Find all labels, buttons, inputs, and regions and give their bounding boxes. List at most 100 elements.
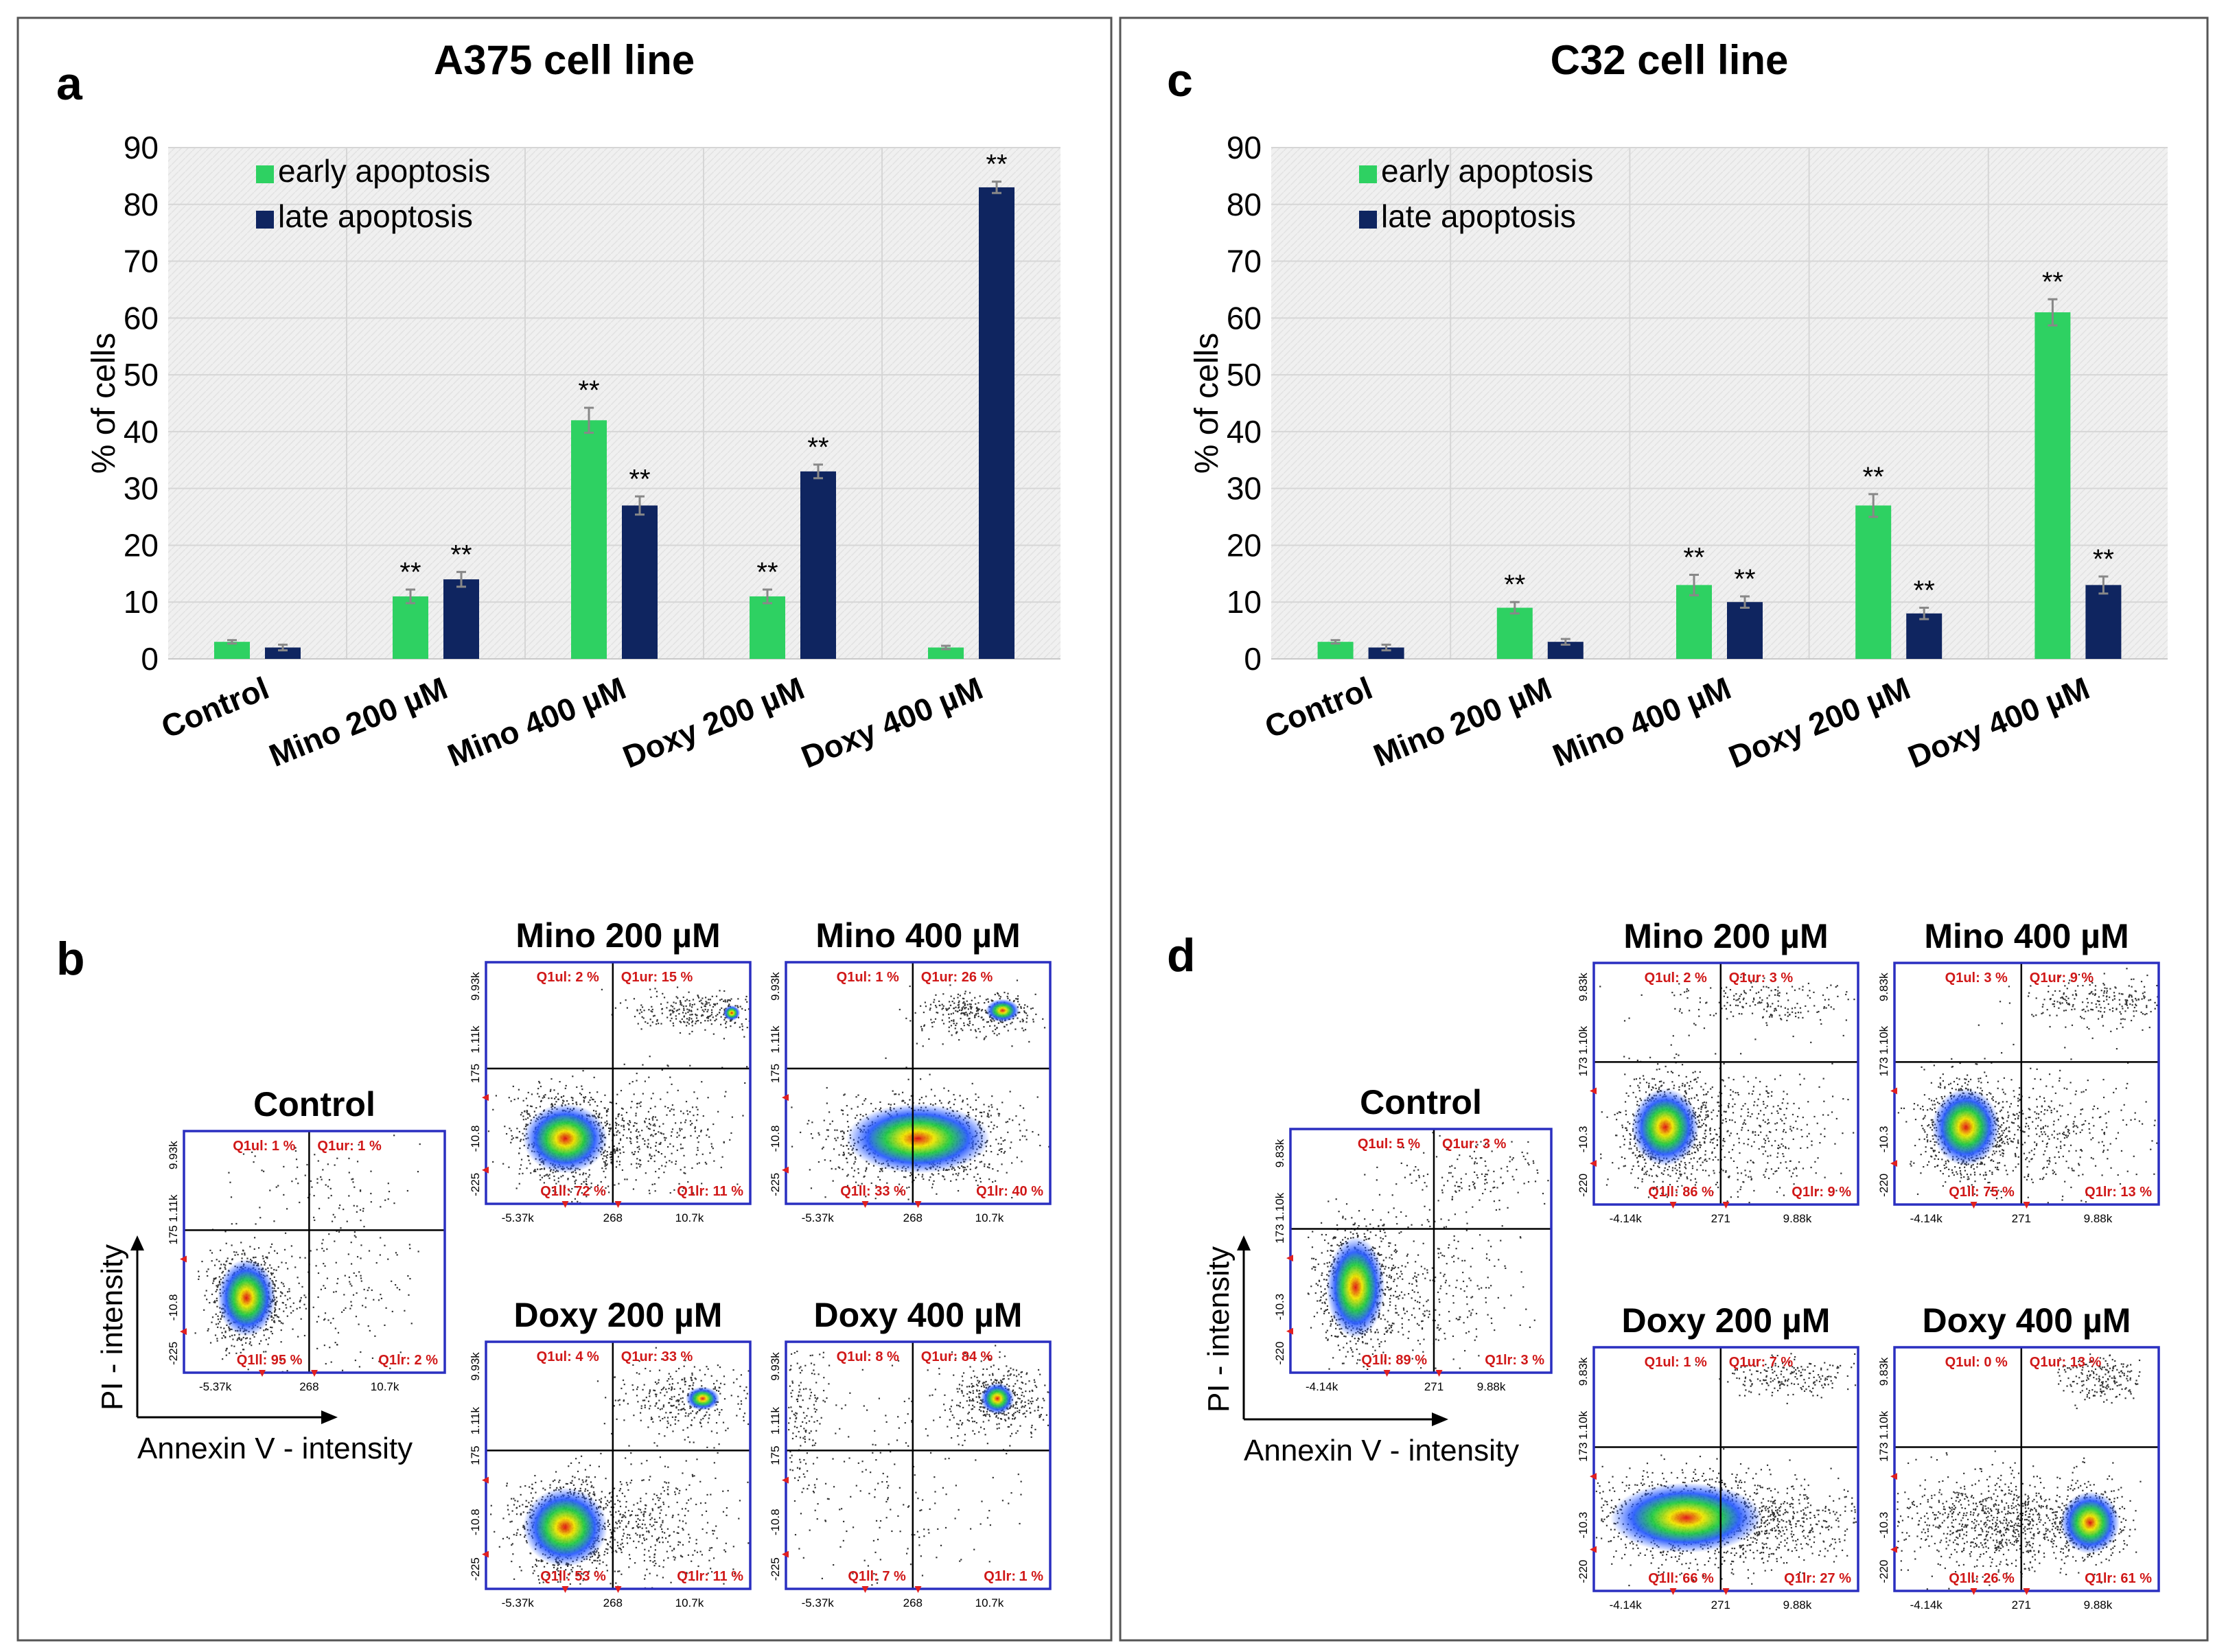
event-dot	[649, 989, 651, 990]
event-dot	[629, 1537, 631, 1539]
event-dot	[962, 1101, 963, 1102]
event-dot	[993, 1128, 994, 1129]
event-dot	[615, 1128, 616, 1129]
event-dot	[692, 1004, 693, 1005]
event-dot	[334, 1164, 336, 1165]
event-dot	[697, 1020, 699, 1021]
event-dot	[638, 1023, 639, 1025]
event-dot	[965, 1169, 966, 1170]
event-dot	[617, 1545, 618, 1546]
event-dot	[948, 1102, 949, 1104]
event-dot	[596, 1560, 598, 1561]
event-dot	[1019, 1130, 1021, 1131]
event-dot	[621, 1108, 623, 1109]
event-dot	[640, 1102, 642, 1103]
event-dot	[242, 1250, 244, 1251]
event-dot	[652, 1009, 653, 1010]
event-dot	[514, 1500, 515, 1501]
event-dot	[645, 1172, 647, 1174]
event-dot	[663, 1133, 664, 1135]
event-dot	[601, 1167, 603, 1169]
event-dot	[616, 1131, 618, 1132]
event-dot	[987, 1166, 988, 1167]
event-dot	[935, 1019, 936, 1020]
event-dot	[745, 999, 746, 1000]
event-dot	[371, 1201, 372, 1202]
event-dot	[268, 1344, 269, 1345]
event-dot	[935, 994, 936, 996]
event-dot	[654, 1106, 656, 1107]
event-dot	[680, 1003, 681, 1005]
event-dot	[848, 1152, 849, 1154]
event-dot	[297, 1308, 298, 1310]
event-dot	[652, 1093, 653, 1094]
event-dot	[419, 1143, 421, 1145]
density-hotspot	[846, 1104, 990, 1173]
event-dot	[627, 1484, 628, 1485]
event-dot	[602, 1561, 603, 1563]
event-dot	[343, 1310, 345, 1311]
event-dot	[607, 1552, 608, 1554]
event-dot	[636, 1129, 638, 1130]
event-dot	[280, 1295, 281, 1296]
flow-y-tick: -10.8	[167, 1294, 180, 1321]
event-dot	[275, 1314, 277, 1316]
event-dot	[943, 1005, 944, 1007]
event-dot	[520, 1164, 522, 1165]
event-dot	[967, 1024, 969, 1025]
significance-label: **	[986, 150, 1007, 180]
event-dot	[983, 1104, 984, 1105]
event-dot	[1004, 1151, 1006, 1152]
event-dot	[677, 986, 678, 988]
event-dot	[549, 1485, 550, 1486]
event-dot	[321, 1248, 323, 1249]
event-dot	[694, 1003, 695, 1005]
event-dot	[281, 1261, 282, 1263]
event-dot	[622, 1146, 623, 1148]
event-dot	[537, 1169, 538, 1170]
flow-y-tick: 1.11k	[167, 1194, 180, 1222]
event-dot	[558, 1178, 559, 1179]
event-dot	[660, 1142, 661, 1143]
event-dot	[699, 1162, 700, 1163]
event-dot	[380, 1206, 381, 1207]
event-dot	[644, 1143, 645, 1145]
quadrant-label-ur: Q1ur: 26 %	[921, 970, 993, 985]
event-dot	[701, 1007, 702, 1008]
y-tick-label: 50	[124, 357, 159, 393]
event-dot	[651, 1010, 652, 1012]
event-dot	[397, 1254, 398, 1255]
flow-y-tick: 1.11k	[769, 1025, 782, 1054]
event-dot	[664, 1165, 666, 1167]
event-dot	[626, 1137, 627, 1139]
event-dot	[629, 1141, 631, 1142]
event-dot	[675, 1161, 677, 1162]
event-dot	[220, 1327, 222, 1328]
event-dot	[253, 1161, 254, 1163]
event-dot	[697, 1114, 698, 1115]
event-dot	[836, 1130, 837, 1131]
event-dot	[723, 1001, 724, 1002]
event-dot	[231, 1196, 232, 1198]
event-dot	[692, 1021, 693, 1022]
event-dot	[233, 1251, 235, 1253]
event-dot	[703, 1011, 704, 1012]
event-dot	[541, 1561, 542, 1562]
event-dot	[956, 1023, 958, 1024]
event-dot	[671, 1108, 672, 1110]
event-dot	[540, 1174, 541, 1176]
panel-letter-b: b	[56, 933, 85, 985]
event-dot	[1000, 1137, 1001, 1139]
event-dot	[605, 1176, 606, 1178]
quadrant-label-ul: Q1ul: 2 %	[537, 970, 599, 985]
event-dot	[525, 1119, 526, 1120]
event-dot	[1001, 1143, 1002, 1145]
quadrant-label-lr: Q1lr: 2 %	[378, 1353, 438, 1368]
event-dot	[916, 1043, 918, 1044]
event-dot	[676, 1137, 677, 1138]
event-dot	[579, 1478, 580, 1480]
event-dot	[550, 1091, 551, 1092]
event-dot	[604, 1095, 605, 1096]
event-dot	[214, 1264, 216, 1266]
event-dot	[283, 1283, 284, 1285]
